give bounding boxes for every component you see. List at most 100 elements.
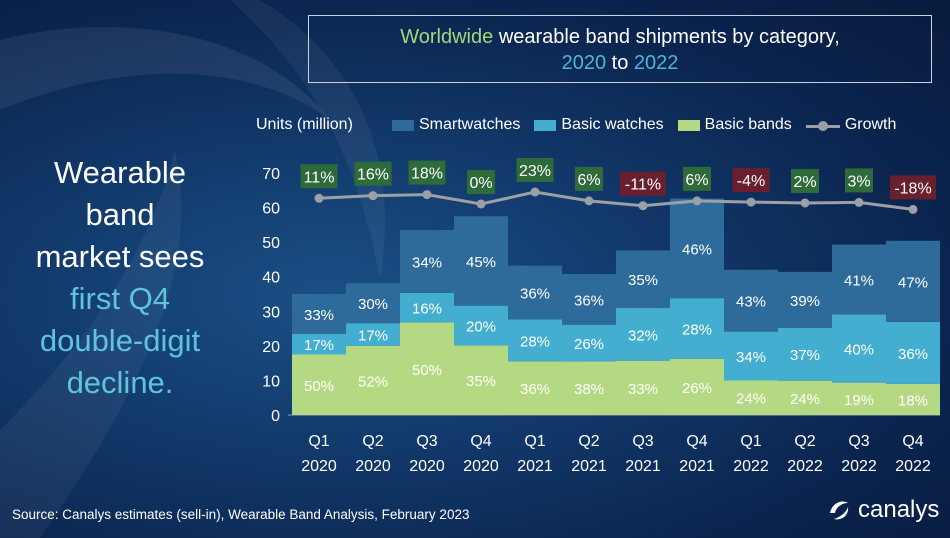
bar-basic-bands: [562, 361, 616, 415]
legend: Smartwatches Basic watches Basic bands G…: [392, 116, 896, 134]
growth-point: [584, 196, 594, 206]
x-tick-label-quarter: Q3: [632, 433, 653, 450]
x-tick-label-quarter: Q1: [524, 433, 545, 450]
data-label-basic-watches: 28%: [682, 321, 712, 338]
y-axis-label: Units (million): [256, 116, 353, 133]
headline-line-3: market sees: [35, 239, 205, 274]
growth-point: [422, 190, 432, 200]
canalys-logo: canalys: [826, 496, 939, 524]
bar-basic-watches: [346, 323, 400, 346]
bar-basic-bands: [724, 380, 778, 415]
growth-point: [854, 197, 864, 207]
bar-basic-bands: [886, 383, 940, 415]
x-tick-label-quarter: Q1: [308, 433, 329, 450]
headline: Wearable band market sees first Q4 doubl…: [0, 152, 240, 404]
bar-smartwatches: [562, 273, 616, 325]
bar-basic-watches: [616, 308, 670, 361]
x-tick-label-year: 2020: [355, 458, 391, 475]
growth-label: -4%: [737, 173, 765, 190]
title-main: wearable band shipments by category,: [498, 26, 840, 48]
title-to: to: [611, 52, 629, 74]
x-tick-label-year: 2022: [787, 458, 823, 475]
data-label-basic-bands: 33%: [628, 381, 658, 398]
data-label-smartwatches: 35%: [628, 272, 658, 289]
x-tick-label-year: 2022: [733, 458, 769, 475]
legend-swatch-basic-watches: [534, 119, 557, 131]
data-label-basic-bands: 19%: [844, 392, 874, 409]
legend-swatch-growth: [805, 120, 840, 131]
bar-basic-bands: [778, 380, 832, 415]
growth-label-box: [354, 161, 392, 186]
legend-swatch-basic-bands: [677, 119, 700, 131]
bar-smartwatches: [778, 271, 832, 328]
title-worldwide: Worldwide: [400, 26, 494, 48]
growth-label-box: [467, 170, 495, 194]
growth-point: [368, 191, 378, 201]
growth-point: [908, 204, 918, 214]
headline-line-5: double-digit: [39, 323, 201, 358]
growth-label: 18%: [411, 166, 443, 183]
bar-smartwatches: [454, 216, 508, 306]
bar-smartwatches: [508, 265, 562, 320]
bar-basic-watches: [292, 333, 346, 355]
bar-smartwatches: [292, 294, 346, 334]
bar-basic-watches: [886, 321, 940, 384]
growth-point: [638, 201, 648, 211]
bar-smartwatches: [886, 240, 940, 322]
growth-label-box: [300, 164, 338, 189]
data-label-basic-bands: 24%: [790, 391, 820, 408]
x-tick-label-year: 2021: [571, 458, 607, 475]
x-tick-label-year: 2021: [517, 458, 553, 475]
growth-label: 23%: [519, 163, 551, 180]
data-label-basic-bands: 52%: [358, 373, 388, 390]
canalys-logo-icon: [830, 501, 849, 520]
x-tick-label-quarter: Q4: [902, 433, 923, 450]
growth-label: 0%: [469, 175, 492, 192]
bar-basic-watches: [724, 331, 778, 381]
data-label-basic-bands: 50%: [304, 378, 334, 395]
data-label-basic-bands: 24%: [736, 391, 766, 408]
headline-line-2: band: [85, 197, 155, 232]
x-tick-label-quarter: Q2: [794, 433, 815, 450]
growth-line: [318, 190, 914, 211]
y-tick-label: 0: [271, 408, 280, 425]
data-label-smartwatches: 30%: [358, 296, 388, 313]
legend-label-basic-bands: Basic bands: [704, 116, 792, 133]
bar-basic-bands: [454, 345, 508, 415]
x-tick-label-year: 2021: [625, 458, 661, 475]
bar-smartwatches: [724, 269, 778, 332]
bar-smartwatches: [616, 250, 670, 309]
x-tick-label-year: 2020: [409, 458, 445, 475]
legend-item-basic-bands: Basic bands: [677, 116, 792, 134]
data-label-basic-bands: 35%: [466, 373, 496, 390]
bar-basic-bands: [292, 354, 346, 415]
data-label-basic-watches: 16%: [412, 301, 442, 318]
growth-label-box: [575, 166, 603, 191]
data-label-smartwatches: 43%: [736, 294, 766, 311]
growth-label: 11%: [304, 169, 335, 186]
bar-basic-bands: [616, 360, 670, 415]
data-label-basic-watches: 32%: [628, 327, 658, 344]
growth-point: [314, 193, 324, 203]
data-label-basic-watches: 36%: [898, 346, 928, 363]
bar-basic-bands: [832, 382, 886, 415]
bar-basic-bands: [400, 322, 454, 415]
x-tick-label-year: 2022: [841, 458, 877, 475]
data-label-basic-bands: 50%: [412, 362, 442, 379]
chart-title: Worldwide wearable band shipments by cat…: [308, 15, 932, 83]
growth-point: [800, 198, 810, 208]
y-tick-label: 40: [262, 270, 280, 287]
bar-basic-bands: [346, 345, 400, 415]
legend-item-smartwatches: Smartwatches: [392, 116, 520, 134]
headline-line-1: Wearable: [53, 155, 187, 190]
y-tick-label: 50: [262, 235, 280, 252]
growth-label-box: [683, 166, 711, 191]
data-label-basic-bands: 36%: [520, 381, 550, 398]
bar-basic-bands: [670, 358, 724, 415]
bar-basic-bands: [508, 361, 562, 415]
data-label-basic-bands: 18%: [898, 392, 928, 409]
data-label-basic-watches: 17%: [304, 337, 334, 354]
data-label-basic-watches: 17%: [358, 327, 388, 344]
data-label-basic-bands: 26%: [682, 380, 712, 397]
